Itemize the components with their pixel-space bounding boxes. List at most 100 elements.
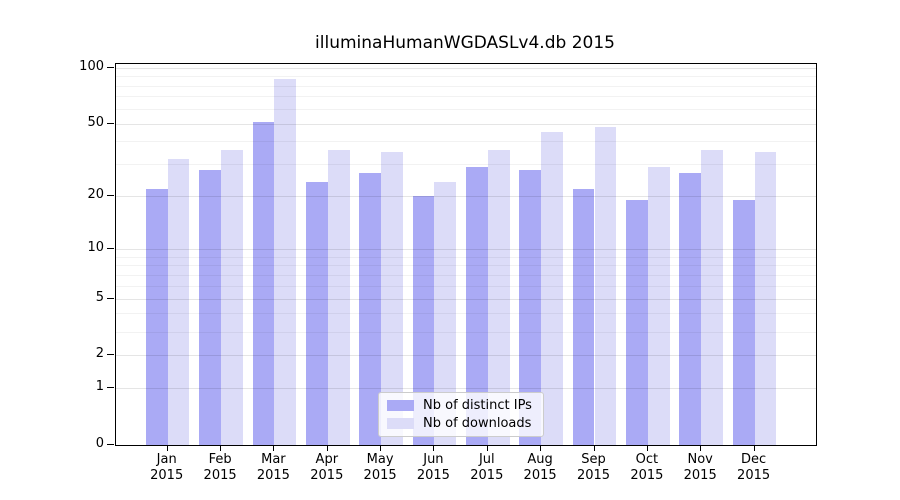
x-tick-label-month: Dec — [741, 452, 767, 467]
x-tick-label-year: 2015 — [363, 468, 397, 483]
bar-distinct-ips — [359, 172, 382, 445]
y-axis-tick — [107, 195, 114, 196]
bar-distinct-ips — [305, 181, 328, 445]
bar-distinct-ips — [572, 188, 595, 445]
bar-distinct-ips — [626, 200, 648, 445]
bar-distinct-ips — [732, 200, 755, 445]
legend-swatch-downloads-icon — [387, 418, 414, 429]
gridline — [116, 256, 816, 258]
x-tick-label-month: Mar — [261, 452, 286, 467]
x-tick-label-year: 2015 — [150, 468, 184, 483]
legend-label: Nb of downloads — [423, 416, 532, 431]
x-tick-label-year: 2015 — [203, 468, 237, 483]
gridline — [116, 141, 816, 143]
x-axis-tick — [273, 445, 275, 451]
y-tick-label: 50 — [87, 114, 104, 130]
y-axis-tick — [107, 122, 114, 124]
x-tick-label-year: 2015 — [256, 468, 290, 483]
x-tick-label-month: Oct — [635, 452, 659, 467]
bar-downloads — [487, 149, 510, 445]
gridline — [116, 67, 816, 69]
x-tick-label-month: Jan — [156, 452, 177, 467]
bar-downloads — [221, 149, 243, 445]
x-axis-tick — [220, 445, 222, 451]
y-axis-tick — [107, 354, 114, 356]
x-tick-label-month: Feb — [208, 452, 232, 467]
chart-title: illuminaHumanWGDASLv4.db 2015 — [315, 33, 615, 53]
y-tick-label: 100 — [79, 58, 104, 74]
gridline — [116, 331, 816, 333]
bar-downloads — [754, 151, 777, 445]
y-axis-tick — [107, 297, 114, 299]
gridline — [116, 274, 816, 276]
legend-item: Nb of distinct IPs — [379, 398, 543, 413]
x-axis-tick — [700, 445, 702, 451]
legend: Nb of distinct IPs Nb of downloads — [378, 392, 544, 437]
bar-downloads — [381, 151, 403, 445]
y-tick-label: 2 — [95, 346, 104, 362]
y-tick-label: 5 — [95, 289, 104, 305]
x-tick-label-month: May — [366, 452, 394, 467]
x-axis-tick — [486, 445, 488, 451]
bar-downloads — [434, 181, 457, 445]
x-axis-tick — [753, 445, 755, 451]
gridline — [116, 388, 816, 390]
gridline — [116, 96, 816, 98]
x-tick-label-year: 2015 — [310, 468, 344, 483]
bar-distinct-ips — [519, 169, 542, 445]
x-axis-tick — [166, 445, 168, 451]
gridline — [116, 108, 816, 110]
y-axis-tick — [107, 66, 114, 68]
x-tick-label-year: 2015 — [576, 468, 611, 483]
legend-item: Nb of downloads — [379, 416, 543, 431]
x-tick-label-month: Jun — [423, 452, 444, 467]
x-axis-tick — [380, 445, 382, 451]
bar-downloads — [594, 126, 617, 445]
gridline — [116, 196, 816, 197]
x-tick-label-year: 2015 — [416, 468, 450, 483]
x-tick-label-month: Jul — [478, 452, 495, 467]
bar-distinct-ips — [252, 121, 275, 445]
x-tick-label-year: 2015 — [683, 468, 717, 483]
y-tick-label: 10 — [87, 239, 104, 255]
bar-distinct-ips — [412, 196, 435, 445]
legend-label: Nb of distinct IPs — [423, 398, 532, 413]
x-tick-label-month: Apr — [315, 452, 339, 467]
y-tick-label: 0 — [95, 436, 104, 451]
gridline — [116, 123, 816, 125]
bar-distinct-ips — [679, 172, 702, 445]
gridline — [116, 76, 816, 78]
bar-downloads — [167, 159, 190, 445]
gridline — [116, 85, 816, 87]
gridline — [116, 313, 816, 315]
bar-distinct-ips — [199, 169, 222, 445]
x-axis-tick — [326, 445, 328, 451]
bar-downloads — [327, 149, 350, 445]
y-tick-label: 1 — [95, 379, 104, 395]
gridline — [116, 298, 816, 300]
bar-downloads — [274, 78, 297, 445]
x-tick-label-month: Aug — [527, 452, 553, 467]
x-axis-tick — [646, 445, 648, 451]
bar-distinct-ips — [145, 188, 168, 445]
x-axis-tick — [433, 445, 435, 451]
gridline — [116, 164, 816, 166]
y-axis-tick — [107, 444, 114, 445]
x-tick-label-month: Sep — [581, 452, 606, 467]
gridline — [116, 248, 816, 250]
bar-downloads — [701, 149, 723, 445]
bar-downloads — [541, 131, 563, 445]
gridline — [116, 265, 816, 267]
gridline — [116, 355, 816, 357]
x-tick-label-year: 2015 — [630, 468, 664, 483]
x-axis-tick — [540, 445, 542, 451]
x-axis-tick — [593, 445, 595, 451]
plot-area — [115, 63, 817, 446]
gridline — [116, 285, 816, 287]
x-tick-label-year: 2015 — [737, 468, 771, 483]
y-axis-tick — [107, 387, 114, 389]
bar-downloads — [647, 166, 670, 445]
x-tick-label-year: 2015 — [470, 468, 504, 483]
y-axis-tick — [107, 247, 114, 249]
